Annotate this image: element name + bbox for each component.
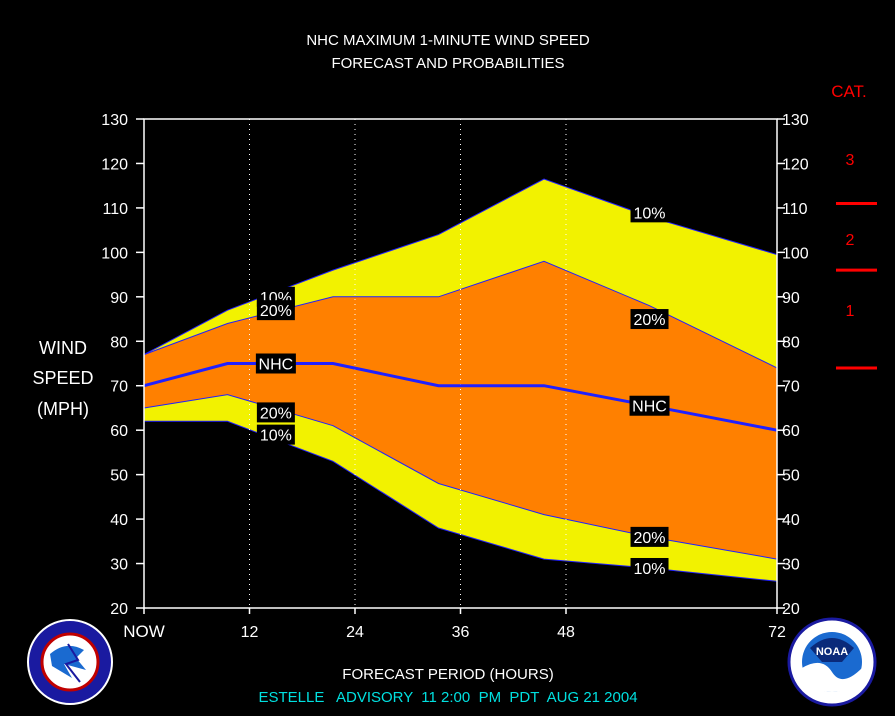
- x-tick-label-NOW: NOW: [123, 622, 165, 641]
- band-label-text: 20%: [634, 312, 666, 329]
- y-tick-label-left-70: 70: [110, 379, 128, 396]
- y-tick-label-left-40: 40: [110, 512, 128, 529]
- svg-text:NOAA: NOAA: [816, 646, 848, 658]
- band-label-box: [630, 202, 669, 223]
- category-label-3: 3: [846, 152, 855, 169]
- band-label-1: 20%: [256, 300, 295, 321]
- band-label-box: [256, 424, 295, 445]
- category-label-2: 2: [846, 232, 855, 249]
- band-label-box: [256, 300, 295, 321]
- band-label-5: 10%: [630, 202, 669, 223]
- band-label-9: 10%: [630, 557, 669, 578]
- band-label-box: [630, 526, 669, 547]
- category-label-1: 1: [846, 303, 855, 320]
- band-label-8: 20%: [630, 526, 669, 547]
- y-tick-label-right-30: 30: [782, 557, 800, 574]
- y-tick-label-left-120: 120: [101, 156, 128, 173]
- plot-area: 20 20 30 30 40 40 50 50 60 60 70 70 80 80 90 90 100 100 11…: [101, 112, 809, 641]
- y-tick-label-right-50: 50: [782, 468, 800, 485]
- y-tick-label-left-20: 20: [110, 601, 128, 618]
- y-tick-label-left-100: 100: [101, 245, 128, 262]
- y-tick-label-right-60: 60: [782, 423, 800, 440]
- y-tick-label-right-80: 80: [782, 334, 800, 351]
- y-axis-label-line-3: (MPH): [37, 399, 89, 419]
- band-label-box: [630, 309, 669, 330]
- y-tick-label-right-120: 120: [782, 156, 809, 173]
- y-tick-label-right-20: 20: [782, 601, 800, 618]
- chart-subtitle: FORECAST AND PROBABILITIES: [331, 55, 564, 72]
- band-label-text: 20%: [260, 303, 292, 320]
- y-tick-label-right-40: 40: [782, 512, 800, 529]
- nws-logo: [27, 619, 113, 705]
- chart-title: NHC MAXIMUM 1-MINUTE WIND SPEED: [306, 32, 590, 49]
- y-axis-label-line-2: SPEED: [32, 368, 93, 388]
- y-axis-label-line-1: WIND: [39, 338, 87, 358]
- y-tick-label-right-130: 130: [782, 112, 809, 129]
- band-label-box: [629, 395, 670, 416]
- band-label-3: 20%: [256, 402, 295, 423]
- x-tick-label-48: 48: [557, 624, 575, 641]
- y-tick-label-left-30: 30: [110, 557, 128, 574]
- band-label-text: 20%: [634, 530, 666, 547]
- y-tick-label-left-110: 110: [102, 201, 128, 218]
- y-tick-label-left-90: 90: [110, 290, 128, 307]
- band-label-6: 20%: [630, 309, 669, 330]
- band-label-text: 10%: [260, 428, 292, 445]
- band-label-7: NHC: [629, 395, 670, 416]
- y-tick-label-left-50: 50: [110, 468, 128, 485]
- noaa-logo: NOAA: [787, 617, 877, 707]
- band-label-box: [255, 353, 296, 374]
- band-20-percent: [144, 261, 777, 560]
- x-tick-label-72: 72: [768, 624, 786, 641]
- band-label-box: [630, 557, 669, 578]
- band-label-box: [256, 402, 295, 423]
- x-tick-label-24: 24: [346, 624, 364, 641]
- x-tick-label-12: 12: [241, 624, 259, 641]
- x-tick-label-36: 36: [452, 624, 470, 641]
- y-tick-label-right-90: 90: [782, 290, 800, 307]
- advisory-footer: ESTELLE ADVISORY 11 2:00 PM PDT AUG 21 2…: [258, 689, 637, 706]
- y-tick-label-right-100: 100: [782, 245, 809, 262]
- category-scale-title: CAT.: [831, 82, 867, 101]
- band-label-text: 10%: [634, 205, 666, 222]
- y-tick-label-right-70: 70: [782, 379, 800, 396]
- band-label-2: NHC: [255, 353, 296, 374]
- y-tick-label-left-60: 60: [110, 423, 128, 440]
- x-axis-label: FORECAST PERIOD (HOURS): [342, 666, 553, 683]
- y-tick-label-left-80: 80: [110, 334, 128, 351]
- band-label-4: 10%: [256, 424, 295, 445]
- band-20-upper-edge: [143, 260, 778, 369]
- y-tick-label-right-110: 110: [782, 201, 808, 218]
- band-label-text: NHC: [259, 357, 294, 374]
- band-label-text: NHC: [632, 399, 667, 416]
- band-label-text: 10%: [634, 561, 666, 578]
- band-label-text: 20%: [260, 405, 292, 422]
- y-tick-label-left-130: 130: [101, 112, 128, 129]
